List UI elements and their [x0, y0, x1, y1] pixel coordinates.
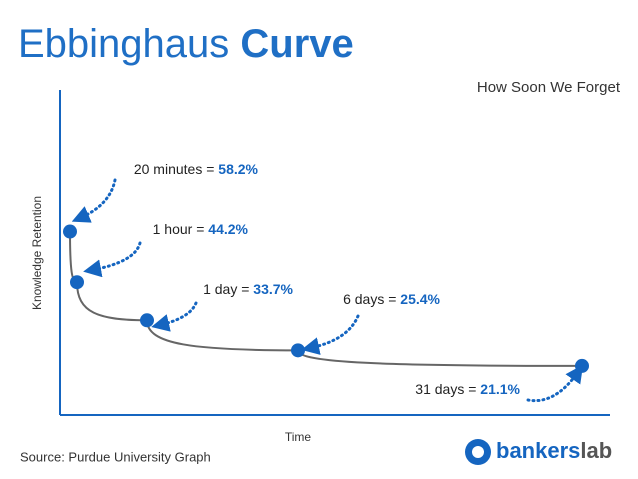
arrow	[526, 364, 584, 403]
data-label: 31 days = 21.1%	[415, 381, 520, 397]
category-label: 1 day	[203, 281, 237, 297]
subtitle: How Soon We Forget	[477, 79, 621, 96]
data-label: 1 hour = 44.2%	[153, 221, 249, 237]
logo-icon	[472, 446, 484, 458]
value-label: 21.1%	[480, 381, 520, 397]
line	[69, 231, 583, 367]
value-label: 44.2%	[208, 221, 248, 237]
logo: bankerslab	[465, 438, 612, 465]
logo-text: bankerslab	[496, 438, 612, 463]
y-axis-label: Knowledge Retention	[30, 196, 44, 310]
data-label: 6 days = 25.4%	[343, 291, 440, 307]
equals: =	[237, 281, 253, 297]
point	[140, 313, 154, 328]
equals: =	[202, 161, 218, 177]
data-label: 1 day = 33.7%	[203, 281, 293, 297]
arrow	[71, 178, 117, 223]
point	[291, 343, 305, 358]
point	[63, 224, 77, 239]
point	[70, 275, 84, 290]
arrow	[151, 301, 198, 332]
equals: =	[384, 291, 400, 307]
value-label: 33.7%	[253, 281, 293, 297]
equals: =	[464, 381, 480, 397]
equals: =	[192, 221, 208, 237]
category-label: 6 days	[343, 291, 384, 307]
source: Source: Purdue University Graph	[20, 449, 211, 464]
value-label: 58.2%	[218, 161, 258, 177]
category-label: 1 hour	[153, 221, 193, 237]
value-label: 25.4%	[400, 291, 440, 307]
arrow	[83, 241, 142, 278]
data-label: 20 minutes = 58.2%	[134, 161, 259, 177]
category-label: 31 days	[415, 381, 464, 397]
category-label: 20 minutes	[134, 161, 202, 177]
arrow	[301, 314, 360, 355]
x-axis-label: Time	[285, 430, 312, 444]
chart-title: Ebbinghaus Curve	[18, 22, 354, 66]
